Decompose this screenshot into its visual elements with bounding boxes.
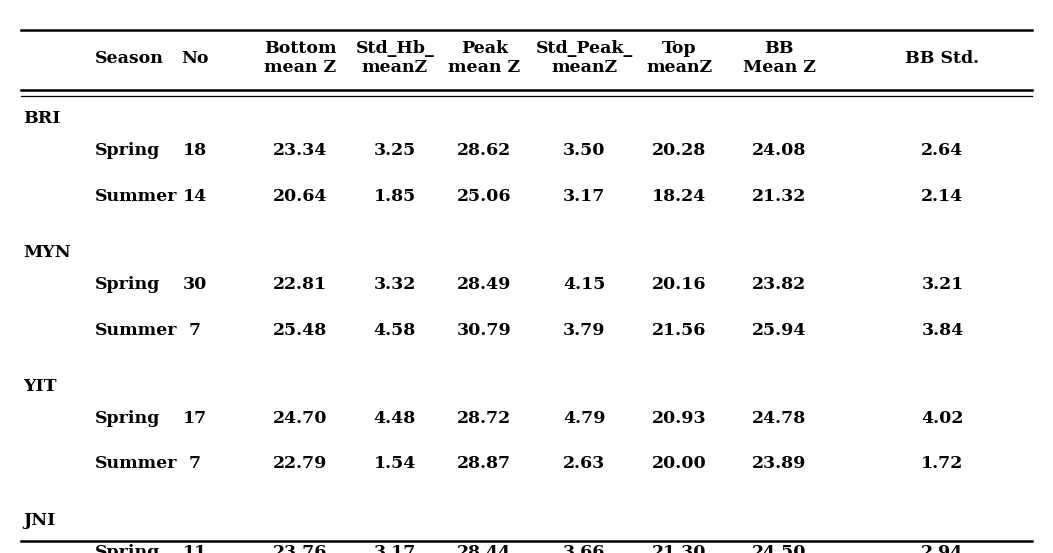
Text: 18.24: 18.24 — [652, 188, 707, 205]
Text: 23.82: 23.82 — [752, 276, 807, 293]
Text: 22.79: 22.79 — [273, 456, 327, 472]
Text: Spring: Spring — [95, 143, 160, 159]
Text: 17: 17 — [182, 410, 207, 427]
Text: BB
Mean Z: BB Mean Z — [742, 40, 816, 76]
Text: 2.94: 2.94 — [921, 544, 963, 553]
Text: 11: 11 — [182, 544, 207, 553]
Text: 1.72: 1.72 — [921, 456, 963, 472]
Text: 28.62: 28.62 — [457, 143, 512, 159]
Text: 24.78: 24.78 — [752, 410, 807, 427]
Text: Summer: Summer — [95, 322, 177, 338]
Text: 3.17: 3.17 — [374, 544, 416, 553]
Text: 28.87: 28.87 — [457, 456, 512, 472]
Text: 21.32: 21.32 — [752, 188, 807, 205]
Text: 7: 7 — [188, 322, 201, 338]
Text: 21.56: 21.56 — [652, 322, 707, 338]
Text: 23.34: 23.34 — [273, 143, 327, 159]
Text: 7: 7 — [188, 456, 201, 472]
Text: 30: 30 — [182, 276, 207, 293]
Text: BB Std.: BB Std. — [906, 50, 979, 66]
Text: 23.76: 23.76 — [273, 544, 327, 553]
Text: YIT: YIT — [23, 378, 57, 395]
Text: 4.15: 4.15 — [563, 276, 605, 293]
Text: Peak
mean Z: Peak mean Z — [449, 40, 520, 76]
Text: 23.89: 23.89 — [752, 456, 807, 472]
Text: 24.50: 24.50 — [752, 544, 807, 553]
Text: JNI: JNI — [23, 512, 56, 529]
Text: 20.64: 20.64 — [273, 188, 327, 205]
Text: 2.64: 2.64 — [921, 143, 963, 159]
Text: Top
meanZ: Top meanZ — [647, 40, 712, 76]
Text: 28.44: 28.44 — [457, 544, 512, 553]
Text: Spring: Spring — [95, 544, 160, 553]
Text: 2.63: 2.63 — [563, 456, 605, 472]
Text: 4.02: 4.02 — [921, 410, 963, 427]
Text: 3.32: 3.32 — [374, 276, 416, 293]
Text: 2.14: 2.14 — [921, 188, 963, 205]
Text: No: No — [181, 50, 208, 66]
Text: 3.84: 3.84 — [921, 322, 963, 338]
Text: 25.48: 25.48 — [273, 322, 327, 338]
Text: 3.66: 3.66 — [563, 544, 605, 553]
Text: Summer: Summer — [95, 456, 177, 472]
Text: Std_Hb_
meanZ: Std_Hb_ meanZ — [356, 40, 434, 76]
Text: 18: 18 — [183, 143, 206, 159]
Text: 20.16: 20.16 — [652, 276, 707, 293]
Text: 24.70: 24.70 — [273, 410, 327, 427]
Text: 3.25: 3.25 — [374, 143, 416, 159]
Text: Spring: Spring — [95, 410, 160, 427]
Text: 14: 14 — [182, 188, 207, 205]
Text: 24.08: 24.08 — [752, 143, 807, 159]
Text: 4.79: 4.79 — [563, 410, 605, 427]
Text: MYN: MYN — [23, 244, 71, 261]
Text: 3.17: 3.17 — [563, 188, 605, 205]
Text: 4.48: 4.48 — [374, 410, 416, 427]
Text: Spring: Spring — [95, 276, 160, 293]
Text: 3.21: 3.21 — [921, 276, 963, 293]
Text: BRI: BRI — [23, 111, 60, 127]
Text: 28.72: 28.72 — [457, 410, 512, 427]
Text: 3.79: 3.79 — [563, 322, 605, 338]
Text: 1.85: 1.85 — [374, 188, 416, 205]
Text: 28.49: 28.49 — [457, 276, 512, 293]
Text: 25.06: 25.06 — [457, 188, 512, 205]
Text: 20.00: 20.00 — [652, 456, 707, 472]
Text: 1.54: 1.54 — [374, 456, 416, 472]
Text: 30.79: 30.79 — [457, 322, 512, 338]
Text: Bottom
mean Z: Bottom mean Z — [264, 40, 336, 76]
Text: 20.28: 20.28 — [652, 143, 707, 159]
Text: 20.93: 20.93 — [652, 410, 707, 427]
Text: Season: Season — [95, 50, 163, 66]
Text: Summer: Summer — [95, 188, 177, 205]
Text: 4.58: 4.58 — [374, 322, 416, 338]
Text: 21.30: 21.30 — [652, 544, 707, 553]
Text: 3.50: 3.50 — [563, 143, 605, 159]
Text: 22.81: 22.81 — [273, 276, 327, 293]
Text: 25.94: 25.94 — [752, 322, 807, 338]
Text: Std_Peak_
meanZ: Std_Peak_ meanZ — [536, 40, 633, 76]
